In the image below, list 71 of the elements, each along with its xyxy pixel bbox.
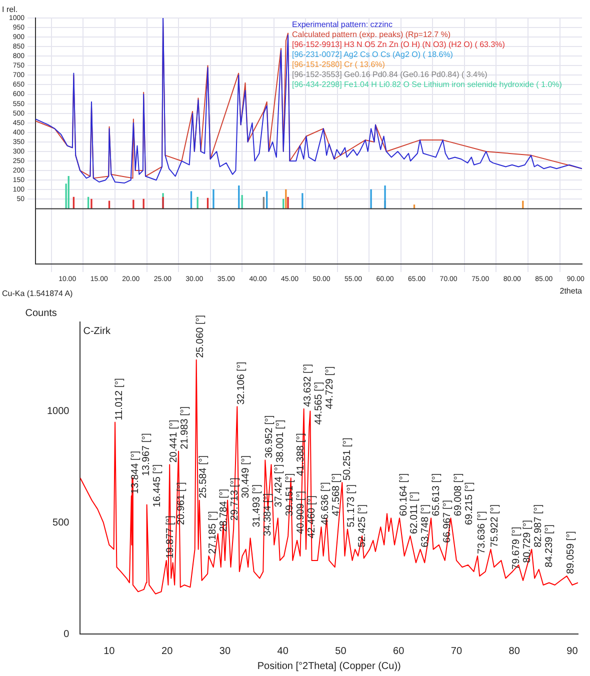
annotation: 75.922 [°] [489,504,500,548]
annotation: 30.449 [°] [240,455,252,498]
annotation: 34.384 [°] [262,493,274,536]
annotation: 21.983 [°] [179,406,190,450]
annotation: 37.424 [°] [273,464,284,508]
annotation: 63.748 [°] [420,504,431,548]
annotation: 69.215 [°] [464,482,475,526]
annotation: 80.729 [°] [522,520,534,563]
annotation: 39.151 [°] [284,472,296,516]
annotation: 51.173 [°] [346,484,358,528]
annotation: 16.445 [°] [152,464,164,508]
annotation: 43.632 [°] [302,364,314,407]
annotation: 13.844 [°] [130,450,142,494]
chart-title: C-Zirk [83,326,112,337]
annotation: 66.967 [°] [442,500,453,543]
annotation: 69.008 [°] [452,472,464,516]
series-label: Calculated pattern (exp. peaks) (Rp=12.7 %) [292,30,452,40]
annotation: 25.584 [°] [198,455,210,498]
annotation: 46.636 [°] [320,482,331,526]
annotation: 27.185 [°] [207,510,218,554]
annotation: 38.001 [°] [274,419,286,463]
annotation: 28.784 [°] [218,488,230,532]
x-tick-label: 40 [277,646,289,657]
annotation: 60.164 [°] [398,472,410,516]
annotation: 31.493 [°] [251,484,262,528]
annotation: 11.012 [°] [114,378,125,420]
annotation: 44.729 [°] [324,366,336,410]
annotation: 13.967 [°] [141,432,152,476]
annotation: 62.011 [°] [408,492,420,534]
x-tick-label: 70 [450,646,462,657]
x-tick-label: 10 [104,646,116,657]
y-tick-label: 1000 [46,406,70,417]
text: [96-152-9913] H3 N O5 Zn Zn (O H) (N O3) (H2 O) ( 63.3%) [292,40,506,50]
annotation: 84.239 [°] [544,524,556,568]
text: [96-231-0072] Ag2 Cs O Cs (Ag2 O) ( 18.6%) [292,50,454,60]
x-tick-label: 90 [566,646,578,657]
annotation: 52.425 [°] [357,504,368,548]
series-label: Experimental pattern: czzinc [292,20,394,30]
x-tick-label: 80 [508,646,520,657]
annotation: 65.613 [°] [430,472,442,516]
text: [96-152-3553] Ge0.16 Pd0.84 (Ge0.16 Pd0.84) ( 3.4%) [292,70,488,80]
annotation: 32.106 [°] [236,362,247,405]
y-axis-title: I rel. [2,5,18,14]
annotation: 50.251 [°] [342,437,353,480]
annotation: 79.679 [°] [511,526,522,570]
x-axis-title: 2theta [560,286,583,296]
annotation: 20.961 [°] [176,482,188,526]
annotation: 47.568 [°] [330,472,342,516]
x-tick-label: 20 [162,646,174,657]
annotation: 25.060 [°] [195,314,206,358]
x-tick-label: 50 [335,646,347,657]
x-tick-label: 30 [219,646,231,657]
annotation: 73.636 [°] [476,510,488,554]
annotation: 41.388 [°] [295,432,306,476]
annotation: 19.877 [°] [165,515,176,558]
annotation: 89.059 [°] [566,530,577,574]
annotation: 36.952 [°] [264,415,275,458]
y-axis-title: Counts [25,308,57,319]
text: Cu-Ka (1.541874 A) [2,289,74,298]
annotation: 42.460 [°] [306,495,318,538]
y-tick-label: 0 [64,628,70,640]
x-axis-title: Position [°2Theta] (Copper (Cu)) [257,660,401,672]
annotation: 29.713 [°] [229,477,240,521]
annotation: 82.987 [°] [533,504,544,548]
text: [96-151-2580] Cr ( 13.6%) [292,60,386,70]
text: [96-434-2298] Fe1.04 H Li0.82 O Se Lithium iron selenide hydroxide ( 1.0%) [292,80,562,90]
annotation: 20.441 [°] [168,419,180,463]
y-tick-label: 500 [52,517,70,528]
annotation: 44.565 [°] [314,382,325,425]
annotation: 40.909 [°] [295,490,306,534]
x-tick-label: 60 [393,646,405,657]
